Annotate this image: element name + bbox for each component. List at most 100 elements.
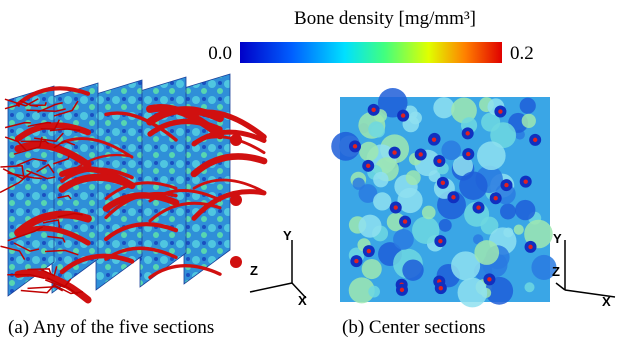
density-blob [358,214,382,238]
density-blob [373,192,392,211]
vessel [27,121,52,128]
panel-b-image [331,87,557,308]
colorbar-tick-label: 0.2 [510,43,534,64]
density-blob [368,121,385,138]
vessel [103,222,179,242]
vessel [27,285,64,292]
vessel [104,181,178,200]
vessel [37,102,63,113]
vessel-dot [354,258,359,264]
vessel-dot [440,180,446,186]
colorbar [240,42,502,63]
axis-label: Z [552,264,560,279]
density-blob [368,285,380,298]
vessel [13,242,40,252]
vessel-end [230,256,242,268]
density-blob [503,227,514,238]
vessel-end [230,194,242,206]
density-blob [359,141,379,162]
density-blob [474,240,500,265]
density-blob [377,87,408,118]
density-blob [405,170,421,186]
vessel [15,86,91,107]
density-blob [531,254,557,280]
density-blob [358,184,378,203]
density-blob [515,199,536,221]
vessel [0,245,26,261]
vessel [104,191,178,220]
axis-line [249,282,293,293]
density-blob [361,258,382,280]
vessel-dot [487,277,492,282]
density-blob [373,171,389,188]
density-blob [459,171,488,200]
vessel-dot [498,109,503,114]
vessel-dot [438,285,443,291]
vessel [148,201,222,223]
axis-triad-b [555,240,616,298]
vessel-dot [437,158,442,164]
vessel-dot [504,182,509,188]
caption: (b) Center sections [342,317,486,338]
vessel [7,274,45,280]
density-blob [348,277,375,304]
vessel [53,140,76,149]
axis-label: Z [250,263,258,278]
vessel [2,168,33,180]
density-blob [524,282,535,293]
vessel-dot [523,179,528,184]
density-blob [421,205,436,220]
density-blob [500,203,516,220]
density-blob [428,170,441,183]
vessel-dot [431,137,437,142]
vessel-dot [528,244,533,250]
colorbar-tick-label: 0.0 [208,43,232,64]
vessel-dot [532,137,538,143]
vessel [4,103,20,110]
vessel [60,167,134,183]
density-blob [452,155,474,177]
axis-line [564,289,616,298]
vessel [44,278,72,289]
density-blob [519,97,536,114]
vessel [52,283,84,295]
vessel [26,108,66,112]
vessel [57,194,72,200]
vessel [58,173,136,193]
axis-label: Y [283,228,292,243]
vessel-dot [352,144,358,149]
axis-triad-a [249,240,307,299]
vessel-dot [366,163,371,169]
vessel [146,106,224,126]
vessel [14,210,92,237]
vessel [192,135,266,155]
vessel [40,119,61,131]
vessel [27,268,52,275]
vessel [20,140,50,145]
section-slab [7,85,55,297]
vessel [60,137,134,159]
vessel [47,235,66,243]
density-blob [441,140,462,161]
vessel [44,249,79,256]
vessel [13,136,43,155]
vessel [53,155,70,165]
density-blob [397,187,423,214]
caption: (a) Any of the five sections [8,317,214,338]
density-blob [331,131,361,161]
vessel [59,253,135,275]
vessel [148,264,222,280]
vessel [26,169,56,180]
density-blob [477,141,506,171]
vessel [57,212,83,218]
vessel [42,219,61,228]
vessel [19,99,39,108]
colorbar-title: Bone density [mg/mm³] [294,8,476,29]
vessel [4,136,28,152]
vessel [20,283,56,294]
vessel [192,178,266,194]
vessel-dot [438,238,443,244]
vessel [49,128,81,132]
axis-line [555,282,566,291]
vessel [46,277,79,295]
